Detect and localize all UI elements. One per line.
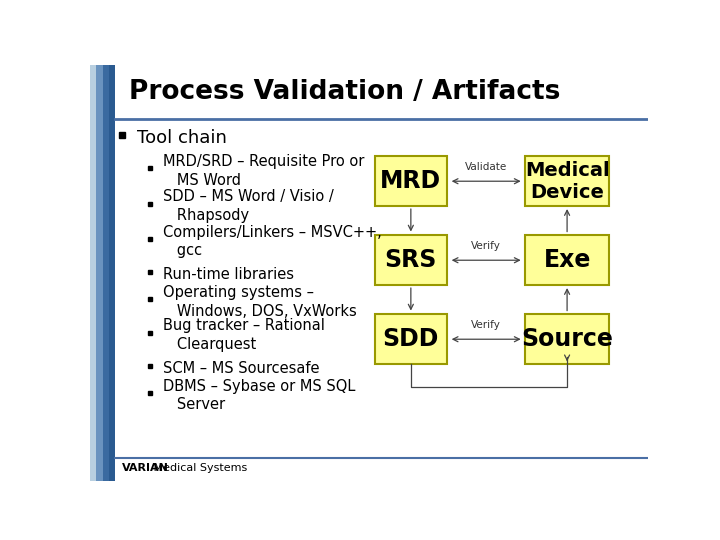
Text: Run-time libraries: Run-time libraries — [163, 267, 294, 282]
Bar — [90, 65, 96, 481]
Bar — [526, 314, 609, 364]
Text: Process Validation / Artifacts: Process Validation / Artifacts — [129, 79, 560, 105]
Bar — [96, 65, 102, 481]
Text: Operating systems –
   Windows, DOS, VxWorks: Operating systems – Windows, DOS, VxWork… — [163, 285, 356, 319]
Text: Exe: Exe — [544, 248, 591, 272]
Text: Validate: Validate — [465, 162, 508, 172]
Text: MRD: MRD — [380, 169, 441, 193]
Bar — [374, 314, 447, 364]
Text: SCM – MS Sourcesafe: SCM – MS Sourcesafe — [163, 361, 319, 376]
Text: Source: Source — [521, 327, 613, 351]
Text: Medical
Device: Medical Device — [525, 161, 609, 202]
Bar — [526, 156, 609, 206]
Text: Bug tracker – Rational
   Clearquest: Bug tracker – Rational Clearquest — [163, 318, 325, 352]
Text: MRD/SRD – Requisite Pro or
   MS Word: MRD/SRD – Requisite Pro or MS Word — [163, 154, 364, 187]
Text: Tool chain: Tool chain — [138, 129, 228, 146]
Bar — [109, 65, 115, 481]
Text: Medical Systems: Medical Systems — [150, 463, 248, 473]
Text: SRS: SRS — [384, 248, 437, 272]
Bar — [374, 235, 447, 285]
Bar — [526, 235, 609, 285]
Text: DBMS – Sybase or MS SQL
   Server: DBMS – Sybase or MS SQL Server — [163, 379, 355, 412]
Text: Verify: Verify — [472, 320, 501, 330]
Bar — [374, 156, 447, 206]
Bar — [102, 65, 109, 481]
Text: Compilers/Linkers – MSVC++,
   gcc: Compilers/Linkers – MSVC++, gcc — [163, 225, 382, 258]
Text: Verify: Verify — [472, 241, 501, 251]
Bar — [115, 65, 648, 119]
Text: SDD – MS Word / Visio /
   Rhapsody: SDD – MS Word / Visio / Rhapsody — [163, 190, 333, 223]
Text: SDD: SDD — [382, 327, 439, 351]
Text: VARIAN: VARIAN — [122, 463, 169, 473]
